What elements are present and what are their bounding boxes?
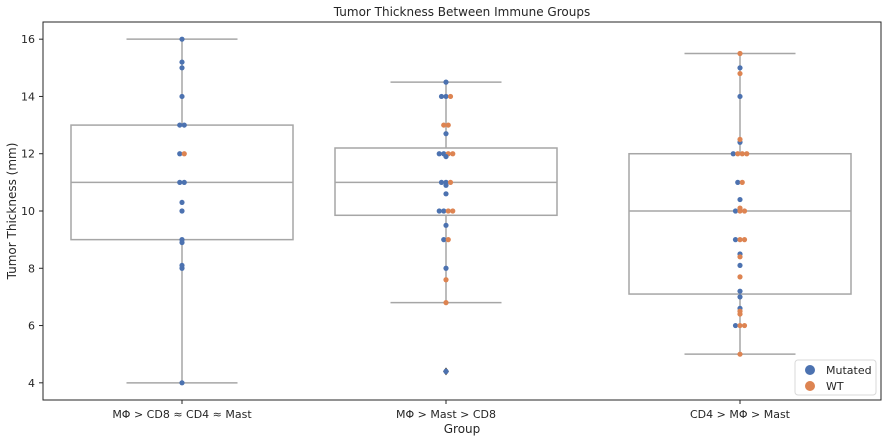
box-iqr xyxy=(628,152,852,295)
point-mutated xyxy=(436,151,442,157)
point-wt xyxy=(739,151,745,157)
point-mutated xyxy=(179,208,185,214)
point-wt xyxy=(450,208,456,214)
point-mutated xyxy=(177,151,183,157)
point-mutated xyxy=(179,36,185,42)
legend-marker-mutated xyxy=(805,365,815,375)
point-wt xyxy=(737,254,743,260)
y-tick-label: 4 xyxy=(28,377,35,390)
point-mutated xyxy=(441,208,447,214)
point-mutated xyxy=(179,380,185,386)
point-mutated xyxy=(737,262,743,269)
point-wt xyxy=(447,93,454,100)
point-mutated xyxy=(179,93,185,100)
legend-label-mutated: Mutated xyxy=(826,364,872,377)
point-wt xyxy=(450,151,456,157)
x-axis: MΦ > CD8 ≈ CD4 ≈ Mast MΦ > Mast > CD8 CD4 … xyxy=(112,400,791,421)
legend-marker-wt xyxy=(805,381,815,391)
point-wt xyxy=(737,322,743,329)
point-mutated xyxy=(179,199,185,206)
point-mutated xyxy=(737,294,743,300)
point-wt xyxy=(737,351,743,357)
point-wt xyxy=(445,237,451,243)
point-mutated xyxy=(177,179,183,185)
point-wt xyxy=(737,274,743,280)
point-wt xyxy=(441,122,447,128)
point-wt xyxy=(741,322,748,329)
x-axis-label: Group xyxy=(444,422,481,436)
point-wt xyxy=(443,277,449,283)
point-wt xyxy=(741,208,748,214)
point-mutated xyxy=(438,179,445,185)
point-mutated xyxy=(436,208,442,214)
point-mutated xyxy=(737,288,743,294)
point-wt xyxy=(447,179,454,185)
y-tick-label: 8 xyxy=(28,262,35,275)
y-tick-label: 12 xyxy=(21,148,35,161)
point-mutated xyxy=(443,79,449,85)
point-wt xyxy=(445,208,451,214)
point-mutated xyxy=(438,93,445,100)
point-mutated xyxy=(443,153,449,160)
point-wt xyxy=(737,237,743,243)
point-mutated xyxy=(730,151,736,157)
point-wt xyxy=(737,70,743,77)
point-mutated xyxy=(443,222,449,228)
y-tick-label: 10 xyxy=(21,205,35,218)
legend-label-wt: WT xyxy=(826,380,844,393)
legend-frame xyxy=(794,359,877,396)
y-tick-label: 14 xyxy=(21,90,35,103)
point-wt xyxy=(445,122,451,128)
point-wt xyxy=(737,311,743,317)
point-mutated xyxy=(732,322,739,329)
point-mutated xyxy=(443,191,449,197)
point-mutated xyxy=(737,65,743,71)
point-wt xyxy=(741,237,748,243)
point-mutated xyxy=(441,237,447,243)
point-mutated xyxy=(443,368,449,374)
point-wt xyxy=(735,151,741,157)
point-mutated xyxy=(737,196,743,203)
point-mutated xyxy=(443,131,449,137)
point-mutated xyxy=(179,59,185,65)
point-wt xyxy=(443,300,449,306)
point-mutated xyxy=(737,93,743,100)
x-tick-label: MΦ > CD8 ≈ CD4 ≈ Mast xyxy=(112,408,252,421)
point-mutated xyxy=(443,182,449,188)
point-wt xyxy=(737,50,743,57)
y-tick-label: 16 xyxy=(21,33,35,46)
point-mutated xyxy=(443,93,449,100)
point-wt xyxy=(737,136,743,143)
chart-title: Tumor Thickness Between Immune Groups xyxy=(333,5,590,19)
point-mutated xyxy=(179,65,185,71)
point-wt xyxy=(181,151,187,157)
legend: Mutated WT xyxy=(794,359,877,396)
x-tick-label: MΦ > Mast > CD8 xyxy=(396,408,496,421)
point-mutated xyxy=(181,179,187,185)
y-axis-label: Tumor Thickness (mm) xyxy=(5,143,19,281)
point-mutated xyxy=(179,265,185,271)
point-mutated xyxy=(732,208,739,214)
point-mutated xyxy=(181,122,187,128)
point-wt xyxy=(744,151,750,157)
y-tick-label: 6 xyxy=(28,320,35,333)
point-mutated xyxy=(735,179,741,185)
x-tick-label: CD4 > MΦ > Mast xyxy=(690,408,791,421)
point-mutated xyxy=(177,122,183,128)
y-axis: 4 6 8 10 12 14 16 xyxy=(21,33,43,390)
point-wt xyxy=(737,205,743,211)
point-wt xyxy=(739,179,745,185)
point-mutated xyxy=(732,237,739,243)
point-mutated xyxy=(179,239,185,246)
points-layer xyxy=(177,36,750,386)
point-mutated xyxy=(443,265,449,271)
